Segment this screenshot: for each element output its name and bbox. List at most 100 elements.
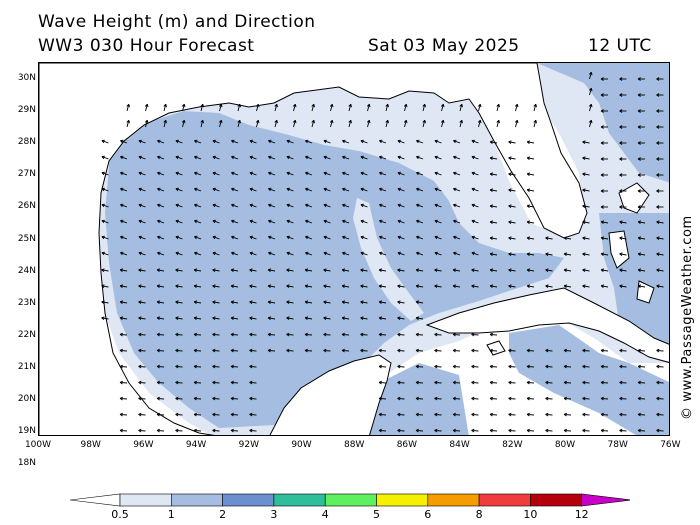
- wave-arrow-head: [600, 174, 604, 177]
- wave-arrow-head: [489, 221, 493, 225]
- latitude-label: 29N: [17, 105, 36, 116]
- wave-arrow: [249, 220, 257, 224]
- wave-arrow-head: [237, 103, 241, 107]
- wave-arrow: [416, 156, 424, 160]
- wave-arrow: [471, 156, 479, 160]
- wave-arrow-head: [403, 119, 407, 123]
- wave-arrow-head: [138, 350, 142, 353]
- wave-arrow-head: [434, 398, 438, 401]
- wave-arrow-head: [175, 430, 179, 433]
- wave-arrow: [120, 220, 128, 224]
- wave-arrow-head: [304, 334, 308, 337]
- wave-arrow-head: [477, 119, 481, 123]
- wave-arrow: [416, 172, 424, 176]
- wave-arrow: [638, 237, 646, 240]
- wave-arrow-head: [416, 220, 419, 224]
- wave-arrow-head: [378, 398, 382, 401]
- wave-arrow-head: [637, 253, 641, 257]
- wave-arrow-head: [194, 156, 197, 160]
- wave-arrow: [379, 220, 387, 224]
- wave-arrow-head: [249, 334, 253, 337]
- wave-arrow-head: [305, 220, 308, 224]
- wave-arrow-head: [563, 253, 567, 257]
- wave-arrow-head: [489, 173, 493, 177]
- wave-arrow-head: [231, 204, 234, 208]
- wave-arrow-head: [323, 350, 327, 353]
- wave-arrow: [360, 172, 368, 176]
- wave-arrow: [582, 269, 590, 272]
- wave-arrow-head: [656, 350, 660, 353]
- wave-arrow-head: [453, 156, 456, 160]
- wave-arrow: [490, 189, 498, 192]
- wave-arrow: [416, 204, 424, 208]
- wave-arrow-head: [582, 414, 586, 417]
- wave-arrow-head: [255, 119, 259, 123]
- wave-arrow-head: [119, 334, 123, 337]
- wave-arrow-head: [138, 430, 142, 433]
- wave-arrow: [563, 429, 572, 432]
- wave-arrow-head: [637, 206, 641, 209]
- wave-arrow: [379, 269, 387, 272]
- wave-arrow-head: [471, 236, 475, 240]
- wave-arrow: [286, 156, 294, 160]
- wave-arrow-head: [489, 398, 493, 401]
- longitude-label: 82W: [502, 440, 523, 450]
- wave-arrow-head: [397, 220, 401, 224]
- wave-arrow-head: [194, 220, 197, 224]
- wave-arrow-head: [249, 188, 253, 192]
- wave-arrow-head: [341, 334, 345, 337]
- scale-value: 6: [424, 508, 432, 521]
- wave-arrow-head: [120, 220, 123, 224]
- wave-arrow: [397, 381, 405, 384]
- wave-arrow-head: [138, 301, 142, 305]
- wave-arrow: [527, 285, 535, 288]
- wave-arrow: [638, 221, 646, 224]
- wave-arrow: [156, 349, 165, 352]
- wave-arrow: [360, 333, 368, 336]
- wave-arrow-head: [619, 190, 623, 193]
- wave-arrow: [415, 429, 424, 432]
- wave-arrow-head: [656, 190, 660, 193]
- wave-arrow-head: [397, 269, 401, 273]
- wave-arrow-head: [397, 188, 401, 192]
- wave-arrow: [175, 333, 183, 336]
- land-bahamas: [608, 182, 655, 304]
- wave-arrow-head: [619, 174, 623, 177]
- wave-arrow-head: [323, 285, 327, 289]
- wave-arrow-head: [360, 220, 364, 224]
- wave-arrow-head: [119, 366, 123, 369]
- wave-arrow: [397, 269, 405, 272]
- wave-height-map[interactable]: [38, 62, 670, 436]
- wave-arrow-head: [360, 350, 364, 353]
- wave-arrow: [120, 236, 128, 240]
- wave-arrow: [138, 156, 146, 160]
- wave-arrow-head: [508, 221, 512, 225]
- wave-arrow-head: [526, 221, 530, 225]
- wave-arrow-head: [101, 188, 105, 192]
- wave-arrow: [194, 301, 202, 304]
- wave-arrow-head: [231, 156, 234, 160]
- wave-arrow: [471, 285, 479, 288]
- wave-arrow: [434, 269, 442, 272]
- wave-arrow: [304, 333, 313, 336]
- wave-arrow-head: [582, 141, 586, 145]
- wave-arrow: [582, 237, 590, 240]
- wave-arrow-head: [323, 317, 327, 321]
- wave-arrow: [545, 397, 553, 400]
- wave-arrow: [305, 252, 313, 256]
- wave-arrow: [286, 188, 294, 192]
- wave-arrow-head: [434, 220, 438, 224]
- wave-arrow: [489, 397, 498, 400]
- wave-arrow-head: [212, 382, 216, 385]
- wave-arrow: [545, 429, 553, 432]
- wave-arrow: [175, 413, 183, 416]
- wave-arrow-head: [600, 110, 604, 113]
- wave-arrow: [415, 381, 424, 384]
- wave-arrow: [453, 140, 461, 144]
- wave-arrow-head: [175, 220, 179, 224]
- wave-arrow: [286, 204, 294, 208]
- wave-arrow: [286, 252, 294, 256]
- wave-arrow-head: [379, 236, 382, 240]
- wave-arrow: [194, 285, 202, 288]
- wave-arrow-head: [286, 285, 290, 289]
